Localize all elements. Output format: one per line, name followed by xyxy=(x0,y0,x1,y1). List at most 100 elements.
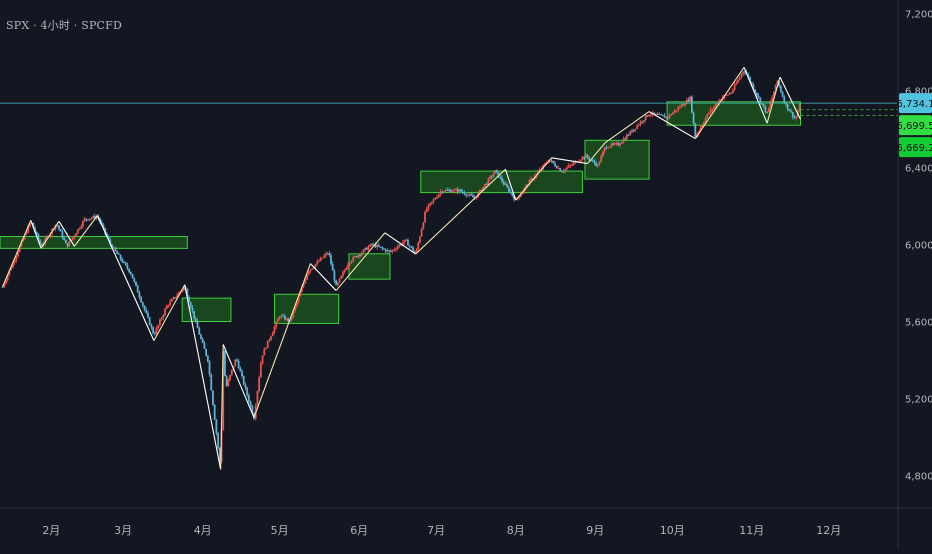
candle-body xyxy=(713,106,716,109)
candle-body xyxy=(328,253,331,256)
candle-body xyxy=(663,115,666,118)
candle-body xyxy=(22,238,24,242)
zigzag-segment xyxy=(779,76,801,120)
zigzag-segment xyxy=(551,157,588,165)
candle-body xyxy=(377,245,380,247)
zigzag-segment xyxy=(220,344,224,470)
candle-body xyxy=(148,317,151,325)
candle-body xyxy=(64,239,67,244)
candle-body xyxy=(119,254,122,260)
support-zone xyxy=(666,101,802,126)
candle-body xyxy=(595,162,598,166)
candle-body xyxy=(468,194,471,196)
candle-body xyxy=(766,111,769,113)
candle-body xyxy=(34,227,36,233)
candle-body xyxy=(117,253,120,255)
candle-body xyxy=(345,268,348,271)
candle-body xyxy=(644,115,647,121)
price-tag xyxy=(899,137,932,158)
candle-body xyxy=(458,189,461,192)
candle-body xyxy=(32,222,35,228)
candle-body xyxy=(625,134,628,140)
candle-body xyxy=(236,359,238,361)
candle-body xyxy=(87,219,89,221)
candle-body xyxy=(502,181,505,185)
support-zone xyxy=(584,139,650,180)
candle-body xyxy=(507,187,510,192)
candle-body xyxy=(588,157,591,161)
candle-body xyxy=(550,160,553,162)
candle-body xyxy=(555,166,558,169)
candle-body xyxy=(566,167,568,169)
candle-body xyxy=(302,283,305,287)
candle-body xyxy=(572,162,575,165)
candle-body xyxy=(73,235,76,238)
y-tick-label: 5,600.0 xyxy=(905,317,932,328)
candle-body xyxy=(94,216,96,219)
candle-body xyxy=(395,248,397,250)
separator: · xyxy=(33,19,37,32)
support-zone xyxy=(0,236,188,249)
candle-body xyxy=(439,191,442,195)
candle-body xyxy=(410,246,413,248)
candle-body xyxy=(702,122,705,126)
x-axis-ticks: 2月 3月 4月 5月 6月 7月 8月 9月 10月 11月 12月 xyxy=(42,524,841,537)
candle-body xyxy=(316,261,319,265)
zigzag-segment xyxy=(184,284,222,470)
candle-body xyxy=(121,259,124,263)
candle-body xyxy=(773,91,775,98)
candle-body xyxy=(171,299,173,302)
candle-body xyxy=(169,301,172,306)
zigzag-segment xyxy=(73,215,98,247)
candle-body xyxy=(251,405,254,414)
candle-body xyxy=(242,376,245,385)
candle-body xyxy=(405,239,408,241)
candle-body xyxy=(8,270,11,276)
candle-body xyxy=(265,348,267,350)
candle-body xyxy=(740,73,743,78)
candle-body xyxy=(461,191,464,193)
candle-body xyxy=(247,395,250,402)
candle-body xyxy=(374,244,377,248)
candle-body xyxy=(270,336,273,340)
candle-body xyxy=(706,114,709,119)
candle-body xyxy=(560,171,563,173)
price-tag xyxy=(899,93,932,114)
candle-body xyxy=(752,84,755,90)
candle-body xyxy=(227,380,230,387)
candle-body xyxy=(206,355,209,362)
separator: · xyxy=(73,19,78,32)
candle-body xyxy=(429,202,432,205)
candle-body xyxy=(735,82,738,85)
candle-body xyxy=(699,127,702,132)
candle-body xyxy=(133,278,136,282)
candle-body xyxy=(759,97,762,104)
candle-body xyxy=(66,243,69,247)
candle-body xyxy=(684,104,686,106)
candle-body xyxy=(511,192,514,196)
candle-body xyxy=(598,162,601,165)
candle-body xyxy=(369,244,372,247)
candle-body xyxy=(354,256,356,258)
candle-body xyxy=(188,296,190,303)
candle-body xyxy=(182,287,185,291)
candle-body xyxy=(714,103,717,107)
candle-body xyxy=(788,109,791,112)
candle-body xyxy=(689,96,692,102)
candle-body xyxy=(37,234,40,241)
candle-body xyxy=(13,260,16,263)
y-tick-label: 6,400.0 xyxy=(905,163,932,174)
candle-body xyxy=(552,160,555,164)
candle-body xyxy=(237,360,240,369)
candle-body xyxy=(538,169,541,172)
candle-body xyxy=(321,257,324,259)
candle-body xyxy=(737,79,739,83)
candle-body xyxy=(35,232,38,235)
candle-body xyxy=(495,170,498,173)
candle-body xyxy=(400,244,403,246)
candle-body xyxy=(444,189,447,192)
candle-body xyxy=(619,143,621,146)
symbol-label: SPX xyxy=(6,19,30,32)
